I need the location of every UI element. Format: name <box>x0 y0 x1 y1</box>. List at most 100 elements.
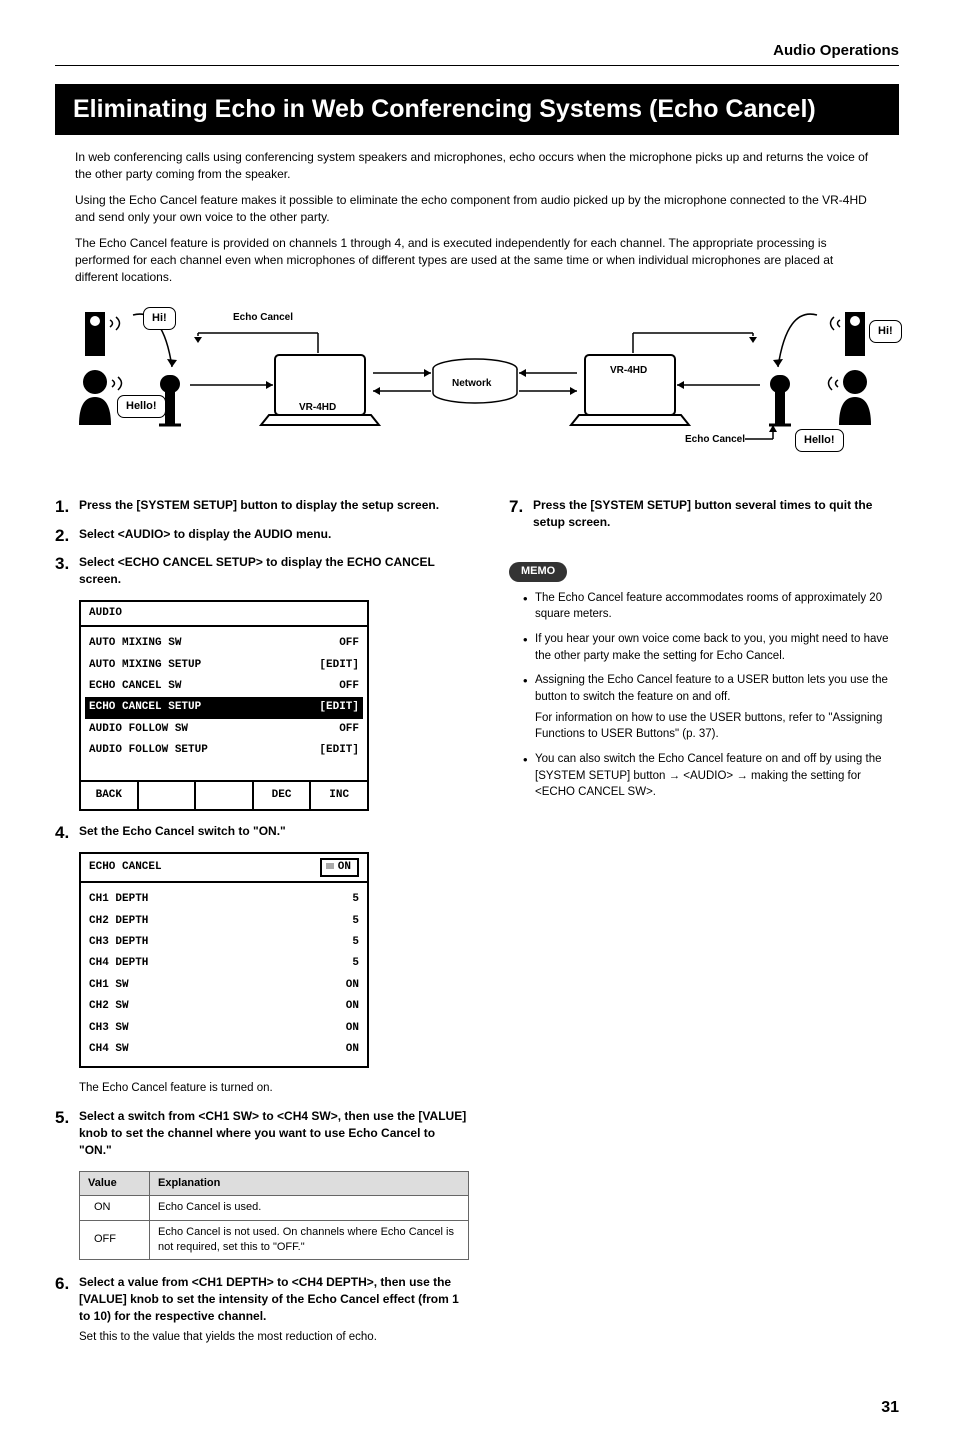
menu-btn-dec: DEC <box>254 782 312 809</box>
menu-row-value: [EDIT] <box>319 700 359 715</box>
intro-paragraphs: In web conferencing calls using conferen… <box>55 149 899 287</box>
echo-row-value: ON <box>346 978 359 993</box>
echo-row: CH4 SW ON <box>89 1039 359 1060</box>
echo-row-value: 5 <box>352 892 359 907</box>
table-row: ONEcho Cancel is used. <box>80 1196 469 1220</box>
speech-bubble-hi-right: Hi! <box>869 320 902 343</box>
step-number: 5. <box>55 1106 69 1130</box>
step-6-text: Select a value from <CH1 DEPTH> to <CH4 … <box>79 1274 469 1324</box>
memo-item: Assigning the Echo Cancel feature to a U… <box>523 672 899 743</box>
memo-item: If you hear your own voice come back to … <box>523 631 899 664</box>
right-column: 7. Press the [SYSTEM SETUP] button sever… <box>509 497 899 1357</box>
table-header-value: Value <box>80 1171 150 1195</box>
echo-cancel-menu-screenshot: ECHO CANCEL ON CH1 DEPTH 5 CH2 DEPTH 5 CH3 D… <box>79 852 369 1069</box>
echo-row-label: CH3 DEPTH <box>89 935 148 950</box>
section-title: Audio Operations <box>773 40 899 61</box>
echo-row-value: 5 <box>352 914 359 929</box>
memo-item: You can also switch the Echo Cancel feat… <box>523 751 899 801</box>
echo-row-label: CH1 DEPTH <box>89 892 148 907</box>
audio-menu-screenshot: AUDIO AUTO MIXING SW OFF AUTO MIXING SETUP… <box>79 600 369 811</box>
echo-row-value: ON <box>346 1042 359 1057</box>
menu-row-value: OFF <box>339 679 359 694</box>
step-3-text: Select <ECHO CANCEL SETUP> to display th… <box>79 554 469 588</box>
speech-bubble-hello-left: Hello! <box>117 395 166 418</box>
echo-on-badge: ON <box>320 858 359 877</box>
page-header: Audio Operations <box>55 40 899 66</box>
menu-row-value: [EDIT] <box>319 658 359 673</box>
echo-row: CH2 SW ON <box>89 996 359 1017</box>
step-7: 7. Press the [SYSTEM SETUP] button sever… <box>509 497 899 531</box>
step-number: 7. <box>509 495 523 519</box>
step-number: 4. <box>55 821 69 845</box>
echo-row-label: CH4 SW <box>89 1042 129 1057</box>
step-7-text: Press the [SYSTEM SETUP] button several … <box>533 497 899 531</box>
step-5-text: Select a switch from <CH1 SW> to <CH4 SW… <box>79 1108 469 1158</box>
echo-cancel-diagram: Hi! Hello! Echo Cancel VR-4HD Network VR… <box>55 297 899 467</box>
intro-p3: The Echo Cancel feature is provided on c… <box>55 235 899 287</box>
memo-item-text: Assigning the Echo Cancel feature to a U… <box>535 674 888 703</box>
menu-row: ECHO CANCEL SETUP [EDIT] <box>85 697 363 718</box>
menu-row-label: ECHO CANCEL SETUP <box>89 700 201 715</box>
step-5: 5. Select a switch from <CH1 SW> to <CH4… <box>55 1108 469 1158</box>
echo-row-value: ON <box>346 999 359 1014</box>
memo-badge: MEMO <box>509 562 567 581</box>
label-network: Network <box>452 377 491 391</box>
step-number: 1. <box>55 495 69 519</box>
memo-item-subnote: For information on how to use the USER b… <box>535 710 899 743</box>
echo-row-value: ON <box>346 1021 359 1036</box>
menu-row-label: ECHO CANCEL SW <box>89 679 181 694</box>
echo-row-label: CH2 DEPTH <box>89 914 148 929</box>
menu-row-value: OFF <box>339 636 359 651</box>
table-header-explanation: Explanation <box>150 1171 469 1195</box>
echo-row: CH1 SW ON <box>89 975 359 996</box>
table-cell-value: OFF <box>80 1220 150 1260</box>
step-4: 4. Set the Echo Cancel switch to "ON." <box>55 823 469 840</box>
memo-list: The Echo Cancel feature accommodates roo… <box>509 590 899 801</box>
label-vr4hd-right: VR-4HD <box>610 364 647 378</box>
menu-btn-blank <box>196 782 254 809</box>
echo-row-label: CH2 SW <box>89 999 129 1014</box>
step-4-subtext: The Echo Cancel feature is turned on. <box>55 1080 469 1096</box>
table-cell-value: ON <box>80 1196 150 1220</box>
menu-row: ECHO CANCEL SW OFF <box>89 676 359 697</box>
menu-btn-blank <box>139 782 197 809</box>
echo-row: CH2 DEPTH 5 <box>89 911 359 932</box>
menu-row: AUTO MIXING SW OFF <box>89 633 359 654</box>
echo-row: CH1 DEPTH 5 <box>89 889 359 910</box>
step-4-text: Set the Echo Cancel switch to "ON." <box>79 823 469 840</box>
memo-item-text: The Echo Cancel feature accommodates roo… <box>535 592 882 621</box>
table-row: OFFEcho Cancel is not used. On channels … <box>80 1220 469 1260</box>
step-number: 2. <box>55 524 69 548</box>
echo-menu-title: ECHO CANCEL <box>89 860 162 875</box>
speech-bubble-hi-left: Hi! <box>143 307 176 330</box>
step-6: 6. Select a value from <CH1 DEPTH> to <C… <box>55 1274 469 1344</box>
label-echo-cancel-left: Echo Cancel <box>233 311 293 325</box>
echo-row-label: CH1 SW <box>89 978 129 993</box>
menu-btn-inc: INC <box>311 782 367 809</box>
menu-row: AUTO MIXING SETUP[EDIT] <box>89 655 359 676</box>
speech-bubble-hello-right: Hello! <box>795 429 844 452</box>
echo-row-label: CH4 DEPTH <box>89 956 148 971</box>
step-number: 3. <box>55 552 69 576</box>
echo-row-label: CH3 SW <box>89 1021 129 1036</box>
intro-p2: Using the Echo Cancel feature makes it p… <box>55 192 899 227</box>
memo-item-text: You can also switch the Echo Cancel feat… <box>535 753 882 798</box>
step-6-subtext: Set this to the value that yields the mo… <box>79 1329 469 1345</box>
step-1: 1. Press the [SYSTEM SETUP] button to di… <box>55 497 469 514</box>
menu-row-value: [EDIT] <box>319 743 359 758</box>
menu-row-label: AUDIO FOLLOW SETUP <box>89 743 208 758</box>
audio-menu-title: AUDIO <box>81 602 367 627</box>
memo-item: The Echo Cancel feature accommodates roo… <box>523 590 899 623</box>
menu-row-label: AUTO MIXING SW <box>89 636 181 651</box>
echo-row: CH3 DEPTH5 <box>89 932 359 953</box>
step-2: 2. Select <AUDIO> to display the AUDIO m… <box>55 526 469 543</box>
menu-row-label: AUDIO FOLLOW SW <box>89 722 188 737</box>
main-heading: Eliminating Echo in Web Conferencing Sys… <box>55 84 899 135</box>
menu-row: AUDIO FOLLOW SETUP [EDIT] <box>89 740 359 761</box>
label-vr4hd-left: VR-4HD <box>299 401 336 415</box>
echo-row: CH4 DEPTH5 <box>89 953 359 974</box>
left-column: 1. Press the [SYSTEM SETUP] button to di… <box>55 497 469 1357</box>
menu-row-value: OFF <box>339 722 359 737</box>
echo-row: CH3 SW ON <box>89 1018 359 1039</box>
intro-p1: In web conferencing calls using conferen… <box>55 149 899 184</box>
